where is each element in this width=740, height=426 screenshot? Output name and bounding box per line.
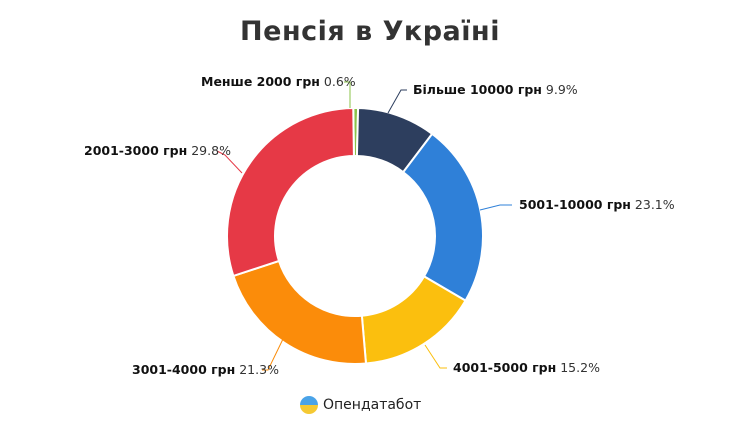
label-4001-5000: 4001-5000 грн 15.2% — [453, 360, 600, 375]
brand-name: Опендатабот — [323, 397, 422, 413]
label-2001-3000: 2001-3000 грн 29.8% — [84, 143, 231, 158]
donut-slice — [401, 132, 484, 302]
donut-slice — [226, 106, 355, 278]
label-5001-10000: 5001-10000 грн 23.1% — [519, 197, 675, 212]
label-3001-4000: 3001-4000 грн 21.3% — [132, 362, 279, 377]
label-more-10000: Більше 10000 грн 9.9% — [413, 82, 578, 97]
chart-title: Пенсія в Україні — [240, 16, 500, 47]
opendatabot-logo-icon — [300, 396, 318, 414]
label-less-2000: Менше 2000 грн 0.6% — [201, 74, 356, 89]
leader-line — [216, 150, 243, 174]
leader-line — [344, 81, 351, 108]
leader-line — [262, 338, 284, 371]
brand: Опендатабот — [300, 396, 421, 414]
donut-slice — [232, 259, 368, 365]
leader-line — [479, 204, 512, 211]
leader-line — [424, 344, 447, 369]
leader-line — [387, 89, 407, 114]
